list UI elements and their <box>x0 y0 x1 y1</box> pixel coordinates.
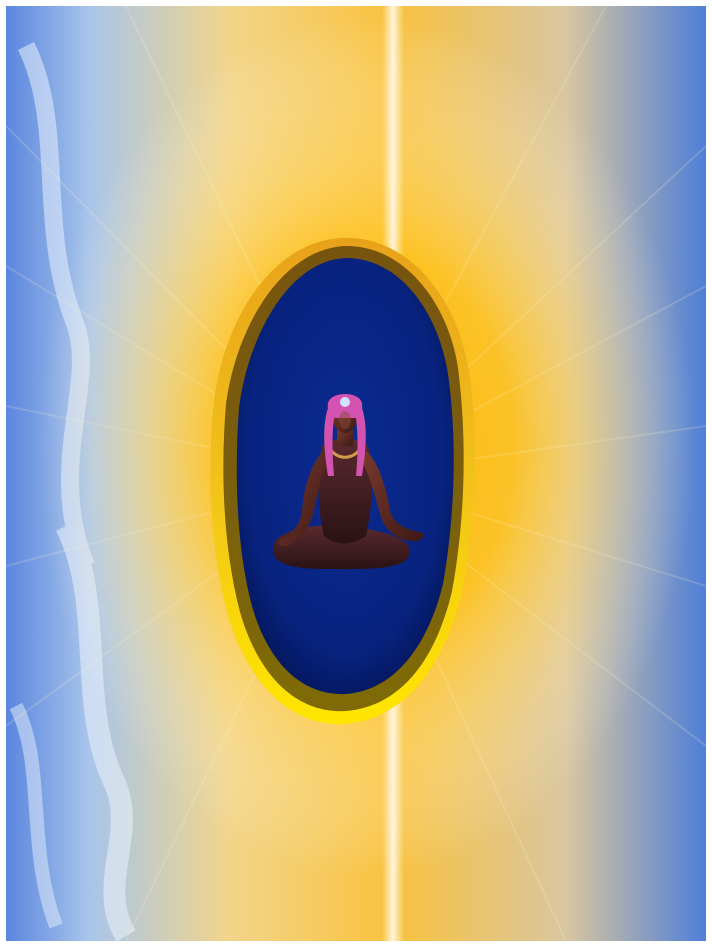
figure-neck <box>337 430 353 446</box>
figure-headdress <box>324 394 366 476</box>
figure-right-arm <box>362 451 424 542</box>
meditation-artwork <box>6 6 706 941</box>
headdress-jewel <box>340 397 350 407</box>
figure-left-arm <box>278 451 328 547</box>
figure-face <box>339 411 351 429</box>
figure-legs <box>273 525 411 570</box>
artwork-frame <box>6 6 706 941</box>
meditating-figure <box>273 394 424 570</box>
